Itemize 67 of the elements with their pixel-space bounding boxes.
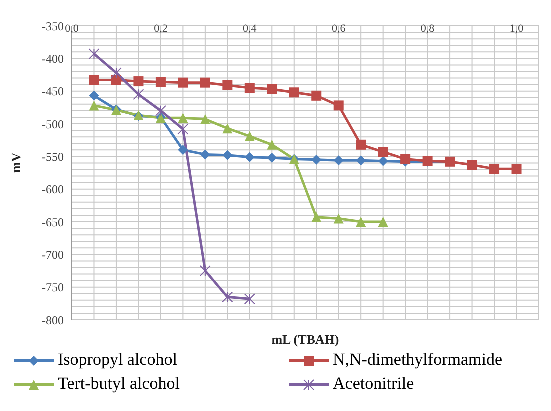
point <box>267 152 278 163</box>
point <box>134 76 144 87</box>
y-axis-title: mV <box>8 152 24 173</box>
point <box>222 150 233 160</box>
point <box>200 78 210 88</box>
point <box>178 145 188 156</box>
y-tick-label: -350 <box>42 19 64 34</box>
y-tick-label: -550 <box>42 150 64 164</box>
y-tick-label: -650 <box>42 215 64 230</box>
y-tick-label: -750 <box>42 280 64 295</box>
x-axis-title: mL (TBAH) <box>272 332 340 347</box>
point <box>178 113 188 124</box>
y-tick-label: -700 <box>42 248 64 262</box>
point <box>178 78 188 88</box>
point <box>378 217 388 227</box>
x-tick-label: 0,2 <box>154 23 168 35</box>
point <box>222 80 233 90</box>
legend-label: N,N-dimethylformamide <box>333 350 502 369</box>
x-tick-label: 0,0 <box>65 23 80 35</box>
point <box>200 114 210 124</box>
point <box>356 217 366 227</box>
point <box>334 214 344 224</box>
y-tick-label: -800 <box>42 313 64 328</box>
point <box>244 131 255 142</box>
point <box>356 140 366 150</box>
point <box>312 154 322 165</box>
point <box>356 156 366 166</box>
point <box>200 266 211 276</box>
point <box>334 156 344 166</box>
point <box>200 150 210 160</box>
point <box>490 164 500 174</box>
point <box>378 156 388 166</box>
x-tick-label: 0,8 <box>420 23 436 35</box>
y-tick-label: -450 <box>42 84 64 99</box>
point <box>89 90 100 101</box>
x-tick-label: 0,6 <box>332 23 346 35</box>
point <box>222 124 233 134</box>
x-tick-label: 1,0 <box>510 23 524 35</box>
legend-label: Isopropyl alcohol <box>58 350 178 369</box>
point <box>334 100 344 111</box>
y-tick-label: -400 <box>42 52 64 66</box>
point <box>312 90 322 101</box>
point <box>244 294 256 305</box>
point <box>267 140 278 150</box>
point <box>222 292 234 303</box>
legend-label: Acetonitrile <box>333 374 414 393</box>
point <box>178 124 189 135</box>
point <box>133 89 144 100</box>
point <box>155 105 166 116</box>
y-tick-label: -600 <box>42 182 64 197</box>
point <box>400 154 411 164</box>
legend-label: Tert-butyl alcohol <box>58 374 180 393</box>
point <box>512 164 522 174</box>
point <box>289 88 300 98</box>
x-tick-label: 0,4 <box>243 23 258 35</box>
point <box>88 48 100 60</box>
point <box>378 147 388 158</box>
point <box>467 160 478 170</box>
point <box>156 77 166 88</box>
point <box>89 100 100 111</box>
y-tick-label: -500 <box>42 117 64 132</box>
point <box>110 68 122 79</box>
point <box>267 84 278 94</box>
point <box>312 212 322 222</box>
point <box>89 75 100 86</box>
point <box>244 83 255 94</box>
point <box>244 152 255 162</box>
